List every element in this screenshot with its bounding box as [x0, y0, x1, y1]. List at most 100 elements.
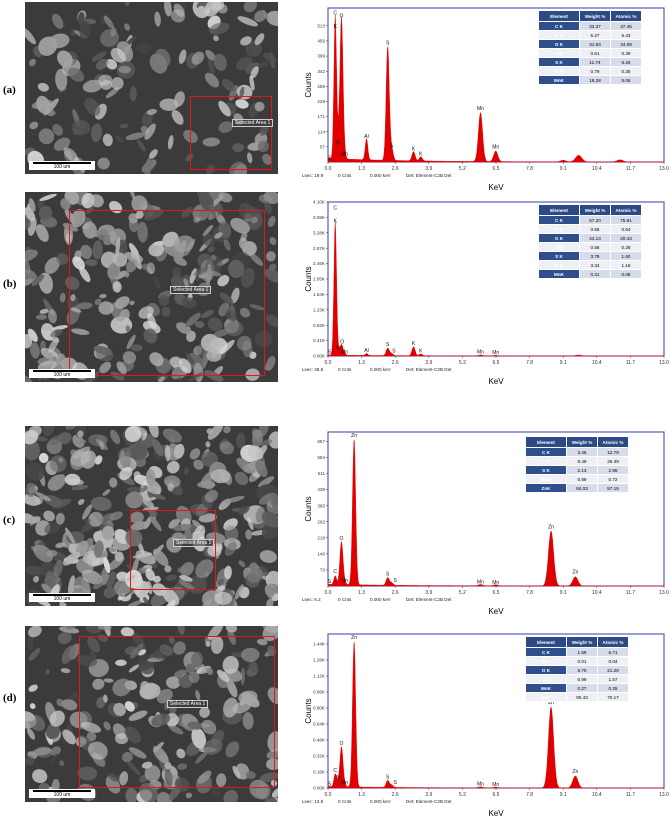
- y-tick-label: 114: [318, 129, 326, 134]
- peak-label: S: [386, 41, 390, 47]
- table-row: O K 9.49 26.39: [525, 456, 629, 466]
- panel-a: (a) Selected Area 1 100 um 57 114 171 228 28…: [0, 0, 669, 192]
- weight-percent-cell: 90.43: [566, 692, 598, 702]
- column-header: Atomic %: [597, 436, 629, 448]
- column-header: Weight %: [566, 436, 598, 448]
- element-cell: MnK: [525, 474, 567, 484]
- column-header: Element: [525, 436, 567, 448]
- peak-label: O: [340, 340, 344, 346]
- element-cell: C K: [525, 447, 567, 457]
- peak-label: C: [333, 569, 337, 575]
- peak-label: N: [336, 141, 340, 147]
- element-cell: O K: [525, 456, 567, 466]
- peak-label: K: [419, 152, 423, 158]
- peak-label: Mn: [492, 782, 499, 788]
- peak-label: Zn: [548, 524, 554, 530]
- peak-label: Mn: [492, 350, 499, 356]
- weight-percent-cell: 0.61: [579, 48, 611, 58]
- y-tick-label: 1.12K: [313, 674, 326, 679]
- peak-label: K: [412, 341, 416, 347]
- sem-texture: [25, 626, 278, 802]
- y-tick-label: 365: [317, 503, 325, 508]
- peak-label: O: [339, 13, 343, 19]
- selected-area-box: [190, 96, 272, 170]
- peak-label: Mn: [341, 780, 348, 786]
- peak-label: N: [336, 775, 340, 781]
- column-header: Atomic %: [610, 10, 642, 22]
- spectrum-footer: Lsec: 19.9: [302, 173, 324, 178]
- y-tick-label: 0.82K: [313, 323, 326, 328]
- peak-label: C: [333, 11, 337, 17]
- peak-label: O: [339, 536, 343, 542]
- column-header: Element: [538, 204, 580, 216]
- y-tick-label: 1.23K: [313, 307, 326, 312]
- x-tick-label: 10.4: [592, 792, 602, 798]
- table-row: MnK 16.28 5.06: [538, 75, 642, 85]
- scale-bar-label: 100 um: [53, 792, 71, 798]
- table-header-row: Element Weight % Atomic %: [538, 204, 642, 216]
- peak-label: Mn: [341, 152, 348, 158]
- peak-label: Mn: [477, 579, 484, 585]
- table-row: MnK 0.89 0.72: [525, 474, 629, 484]
- x-tick-label: 5.2: [459, 590, 466, 596]
- panel-d: (d) Selected Area 1 100 um 0.00K 0.16K 0.3…: [0, 622, 669, 816]
- peak-label: S: [386, 571, 390, 577]
- atomic-percent-cell: 1.57: [597, 674, 629, 684]
- peak-label: S: [394, 578, 398, 584]
- atomic-percent-cell: 75.81: [610, 215, 642, 225]
- x-tick-label: 6.5: [493, 590, 500, 596]
- peak-label: S: [390, 144, 394, 150]
- peak-label: Mn: [341, 350, 348, 356]
- table-row: C K 33.37 47.45: [538, 21, 642, 31]
- x-tick-label: 7.8: [526, 360, 533, 366]
- weight-percent-cell: 33.37: [579, 21, 611, 31]
- panel-label: (c): [3, 514, 16, 526]
- table-row: ZnK 84.03 57.15: [525, 483, 629, 493]
- x-tick-label: 11.7: [626, 792, 636, 798]
- spectrum-footer: 0 Cnts: [338, 367, 352, 372]
- y-tick-label: 513: [317, 23, 325, 28]
- peak-label: Mn: [492, 145, 499, 151]
- x-tick-label: 5.2: [459, 792, 466, 798]
- spectrum-footer: Det: Element-C2B Det: [406, 597, 452, 602]
- atomic-percent-cell: 0.25: [597, 683, 629, 693]
- weight-percent-cell: 6.70: [566, 665, 598, 675]
- element-cell: MnK: [525, 683, 567, 693]
- eds-spectrum: 0.00K 0.16K 0.32K 0.48K 0.64K 0.80K 0.96K 1.12K…: [300, 628, 669, 816]
- x-tick-label: 2.6: [392, 590, 399, 596]
- weight-percent-cell: 0.66: [579, 224, 611, 234]
- x-tick-label: 7.8: [526, 792, 533, 798]
- table-row: S K 3.79 1.60: [538, 251, 642, 261]
- x-axis-label: KeV: [488, 607, 504, 616]
- y-axis-label: Counts: [304, 266, 313, 291]
- peak-label: S: [328, 782, 332, 788]
- y-tick-label: 657: [317, 439, 325, 444]
- y-tick-label: 0.16K: [313, 770, 326, 775]
- x-tick-label: 6.5: [493, 166, 500, 172]
- x-tick-label: 3.9: [425, 360, 432, 366]
- panel-c: (c) Selected Area 1 100 um 73 146 219 292 36…: [0, 422, 669, 616]
- y-tick-label: 73: [320, 568, 326, 573]
- weight-percent-cell: 24.13: [579, 233, 611, 243]
- weight-percent-cell: 0.56: [579, 242, 611, 252]
- table-row: O K 6.70 21.26: [525, 665, 629, 675]
- y-tick-label: 2.87K: [313, 246, 326, 251]
- element-cell: O K: [538, 233, 580, 243]
- column-header: Weight %: [566, 636, 598, 648]
- y-tick-label: 584: [317, 455, 325, 460]
- element-cell: MnK: [538, 269, 580, 279]
- spectrum-footer: 0 Cnts: [338, 173, 352, 178]
- scale-bar-label: 100 um: [53, 164, 71, 170]
- spectrum-series: [327, 14, 664, 163]
- peak-label: Zn: [572, 769, 578, 775]
- x-tick-label: 3.9: [425, 590, 432, 596]
- x-tick-label: 9.1: [560, 792, 567, 798]
- atomic-percent-cell: 6.25: [610, 57, 642, 67]
- spectrum-series: [327, 642, 664, 789]
- atomic-percent-cell: 12.79: [597, 447, 629, 457]
- element-cell: O K: [525, 665, 567, 675]
- panel-b: (b) Selected Area 1 100 um 0.00K 0.41K 0.8…: [0, 192, 669, 388]
- x-tick-label: 11.7: [626, 360, 636, 366]
- peak-label: S: [328, 155, 332, 161]
